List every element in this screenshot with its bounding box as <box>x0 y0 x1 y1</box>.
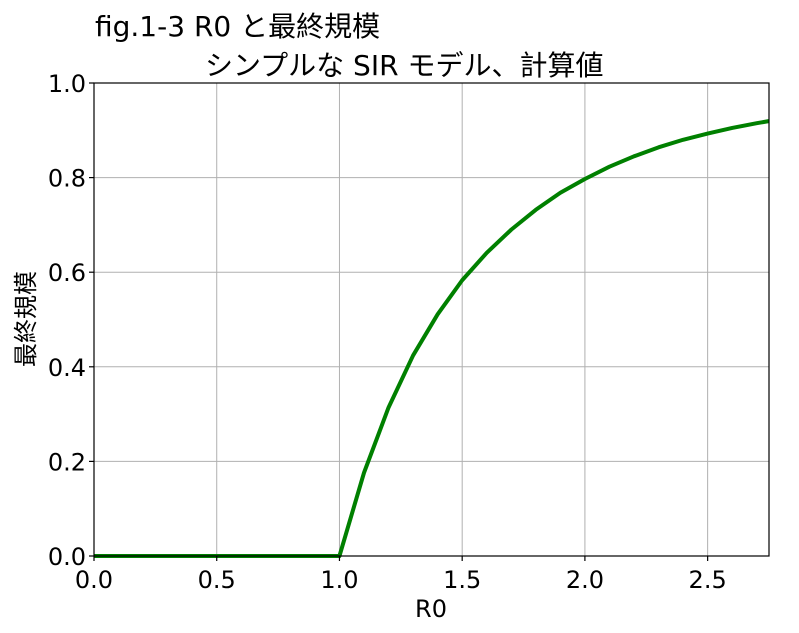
chart-title-line1: fig.1-3 R0 と最終規模 <box>95 10 380 43</box>
ticks: 0.0 0.5 1.0 1.5 2.0 2.5 0.0 0.2 0.4 0.6 0.8 1.0 <box>48 70 727 594</box>
series-layer <box>94 119 769 558</box>
y-tick-label: 0.0 <box>48 543 86 571</box>
grid <box>93 82 769 557</box>
y-tick-label: 0.2 <box>48 448 86 476</box>
series-line <box>94 119 769 558</box>
y-tick-label: 0.8 <box>48 165 86 193</box>
y-tick-label: 0.6 <box>48 259 86 287</box>
chart-title-line2: シンプルな SIR モデル、計算値 <box>205 49 603 82</box>
y-tick-label: 1.0 <box>48 70 86 98</box>
x-tick-label: 0.0 <box>75 566 113 594</box>
x-tick-label: 2.0 <box>566 566 604 594</box>
x-tick-label: 0.5 <box>198 566 236 594</box>
plot-frame <box>93 82 770 557</box>
y-axis-label: 最終規模 <box>12 271 40 367</box>
x-tick-label: 1.5 <box>443 566 481 594</box>
y-tick-label: 0.4 <box>48 354 86 382</box>
x-axis-label: R0 <box>415 595 447 623</box>
x-tick-label: 2.5 <box>689 566 727 594</box>
x-tick-label: 1.0 <box>320 566 358 594</box>
